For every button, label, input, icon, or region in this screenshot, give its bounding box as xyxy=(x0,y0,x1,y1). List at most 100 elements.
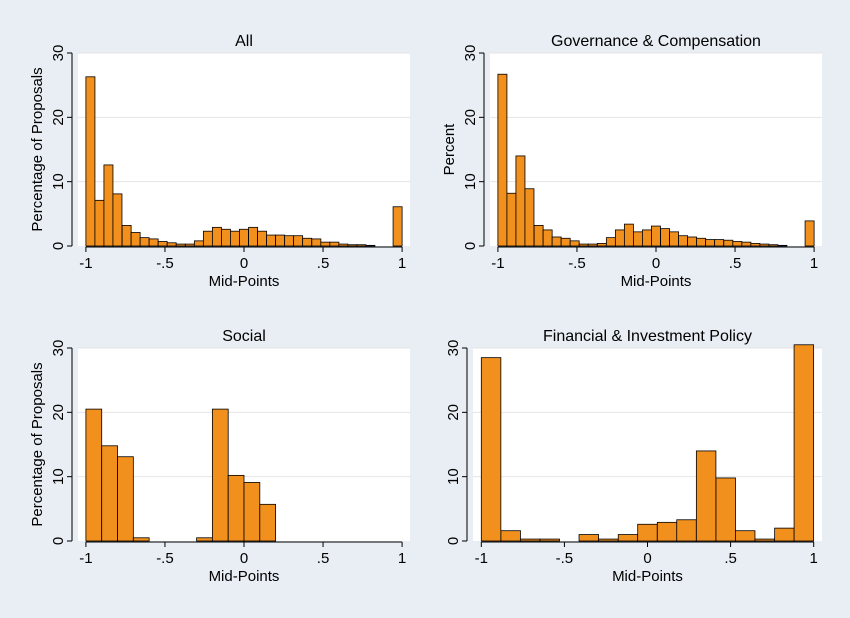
y-axis-label: Percent xyxy=(441,123,458,176)
histogram-bar xyxy=(605,237,616,247)
histogram-bar xyxy=(614,229,625,247)
y-tick-label: 0 xyxy=(462,242,479,250)
y-tick-label: 10 xyxy=(462,173,479,190)
histogram-bar xyxy=(175,243,186,247)
x-tick-label: 0 xyxy=(240,255,248,272)
chart-title: Financial & Investment Policy xyxy=(543,328,752,345)
histogram-bar xyxy=(121,225,132,247)
histogram-bar xyxy=(551,236,562,247)
x-axis-label: Mid-Points xyxy=(621,273,692,290)
x-tick-label: -.5 xyxy=(156,255,174,272)
histogram-bar xyxy=(678,235,689,247)
histogram-bar xyxy=(284,235,295,247)
histogram-bar xyxy=(695,450,717,542)
y-tick-label: 10 xyxy=(50,173,67,190)
chart-title: Governance & Compensation xyxy=(551,33,761,50)
histogram-bar xyxy=(587,243,598,247)
histogram-bar xyxy=(539,538,560,542)
histogram-bar xyxy=(632,231,643,247)
histogram-bar xyxy=(560,237,571,247)
histogram-bar xyxy=(94,199,105,247)
histogram-bar xyxy=(230,230,240,247)
histogram-bar xyxy=(754,538,775,542)
y-tick-label: 20 xyxy=(462,109,479,126)
histogram-bar xyxy=(651,225,661,247)
histogram-bar xyxy=(227,474,245,542)
histogram-bar xyxy=(480,357,502,542)
histogram-bar xyxy=(117,456,134,542)
y-tick-label: 20 xyxy=(50,404,67,421)
y-tick-label: 30 xyxy=(50,45,67,62)
x-tick-label: .5 xyxy=(724,550,737,567)
histogram-bar xyxy=(515,155,526,247)
histogram-bar xyxy=(103,164,114,247)
chart-panel-2: 0 10 20 30 -1 -.5 0 .5 1 Governance & Compensatio… xyxy=(441,33,822,290)
x-tick-label: -1 xyxy=(79,550,92,567)
histogram-bar xyxy=(157,241,168,247)
histogram-bar xyxy=(804,220,815,247)
histogram-bar xyxy=(687,236,698,247)
x-axis-label: Mid-Points xyxy=(209,273,280,290)
y-tick-label: 10 xyxy=(445,468,462,485)
histogram-bar xyxy=(578,243,589,247)
y-tick-label: 30 xyxy=(50,340,67,357)
histogram-bar xyxy=(85,408,103,542)
plot-area xyxy=(78,53,410,246)
x-tick-label: -.5 xyxy=(568,255,586,272)
x-tick-label: 1 xyxy=(398,550,406,567)
x-tick-label: 1 xyxy=(398,255,406,272)
y-tick-label: 30 xyxy=(462,45,479,62)
histogram-bar xyxy=(85,76,96,247)
histogram-bar xyxy=(705,239,716,247)
x-tick-label: .5 xyxy=(317,550,330,567)
histogram-bar xyxy=(130,232,141,247)
y-tick-label: 10 xyxy=(50,468,67,485)
x-axis-label: Mid-Points xyxy=(209,568,280,585)
y-tick-label: 0 xyxy=(50,242,67,250)
histogram-bar xyxy=(696,237,707,247)
x-axis-label: Mid-Points xyxy=(612,568,683,585)
y-axis-label: Percentage of Proposals xyxy=(29,362,46,526)
x-tick-label: .5 xyxy=(317,255,330,272)
histogram-bar xyxy=(723,239,734,247)
histogram-bar xyxy=(617,534,639,542)
histogram-bar xyxy=(166,242,177,247)
histogram-bar xyxy=(101,445,118,542)
y-tick-label: 0 xyxy=(50,537,67,545)
histogram-bar xyxy=(239,228,249,247)
x-tick-label: -.5 xyxy=(556,550,574,567)
histogram-bar xyxy=(202,230,213,247)
histogram-bar xyxy=(524,188,535,247)
histogram-bar xyxy=(715,477,736,542)
histogram-bar xyxy=(741,241,752,247)
histogram-bar xyxy=(302,237,313,247)
y-axis-label: Percentage of Proposals xyxy=(29,67,46,231)
histogram-bar xyxy=(596,243,607,247)
histogram-bar xyxy=(338,243,349,247)
histogram-bar xyxy=(356,244,367,247)
histogram-bar xyxy=(777,244,788,247)
histogram-bar xyxy=(329,241,340,247)
histogram-bar xyxy=(193,240,204,247)
histogram-bar xyxy=(542,229,553,247)
histogram-bar xyxy=(669,231,680,247)
histogram-bar xyxy=(347,244,358,247)
histogram-bar xyxy=(506,192,517,247)
histogram-bar xyxy=(676,519,697,542)
histogram-bar xyxy=(148,238,159,247)
plot-area xyxy=(490,53,822,246)
histogram-bar xyxy=(533,225,544,247)
histogram-bar xyxy=(211,408,229,542)
histogram-bar xyxy=(732,241,743,247)
histogram-bar xyxy=(139,237,150,247)
chart-title: All xyxy=(235,33,253,50)
x-tick-label: -1 xyxy=(79,255,92,272)
x-tick-label: 0 xyxy=(240,550,248,567)
histogram-bar xyxy=(578,534,599,542)
chart-panel-3: 0 10 20 30 -1 -.5 0 .5 1 Social Mid-Points Percenta… xyxy=(29,328,410,585)
histogram-bar xyxy=(243,482,261,542)
x-tick-label: -1 xyxy=(491,255,504,272)
x-tick-label: 1 xyxy=(810,550,818,567)
histogram-bar xyxy=(519,538,541,542)
